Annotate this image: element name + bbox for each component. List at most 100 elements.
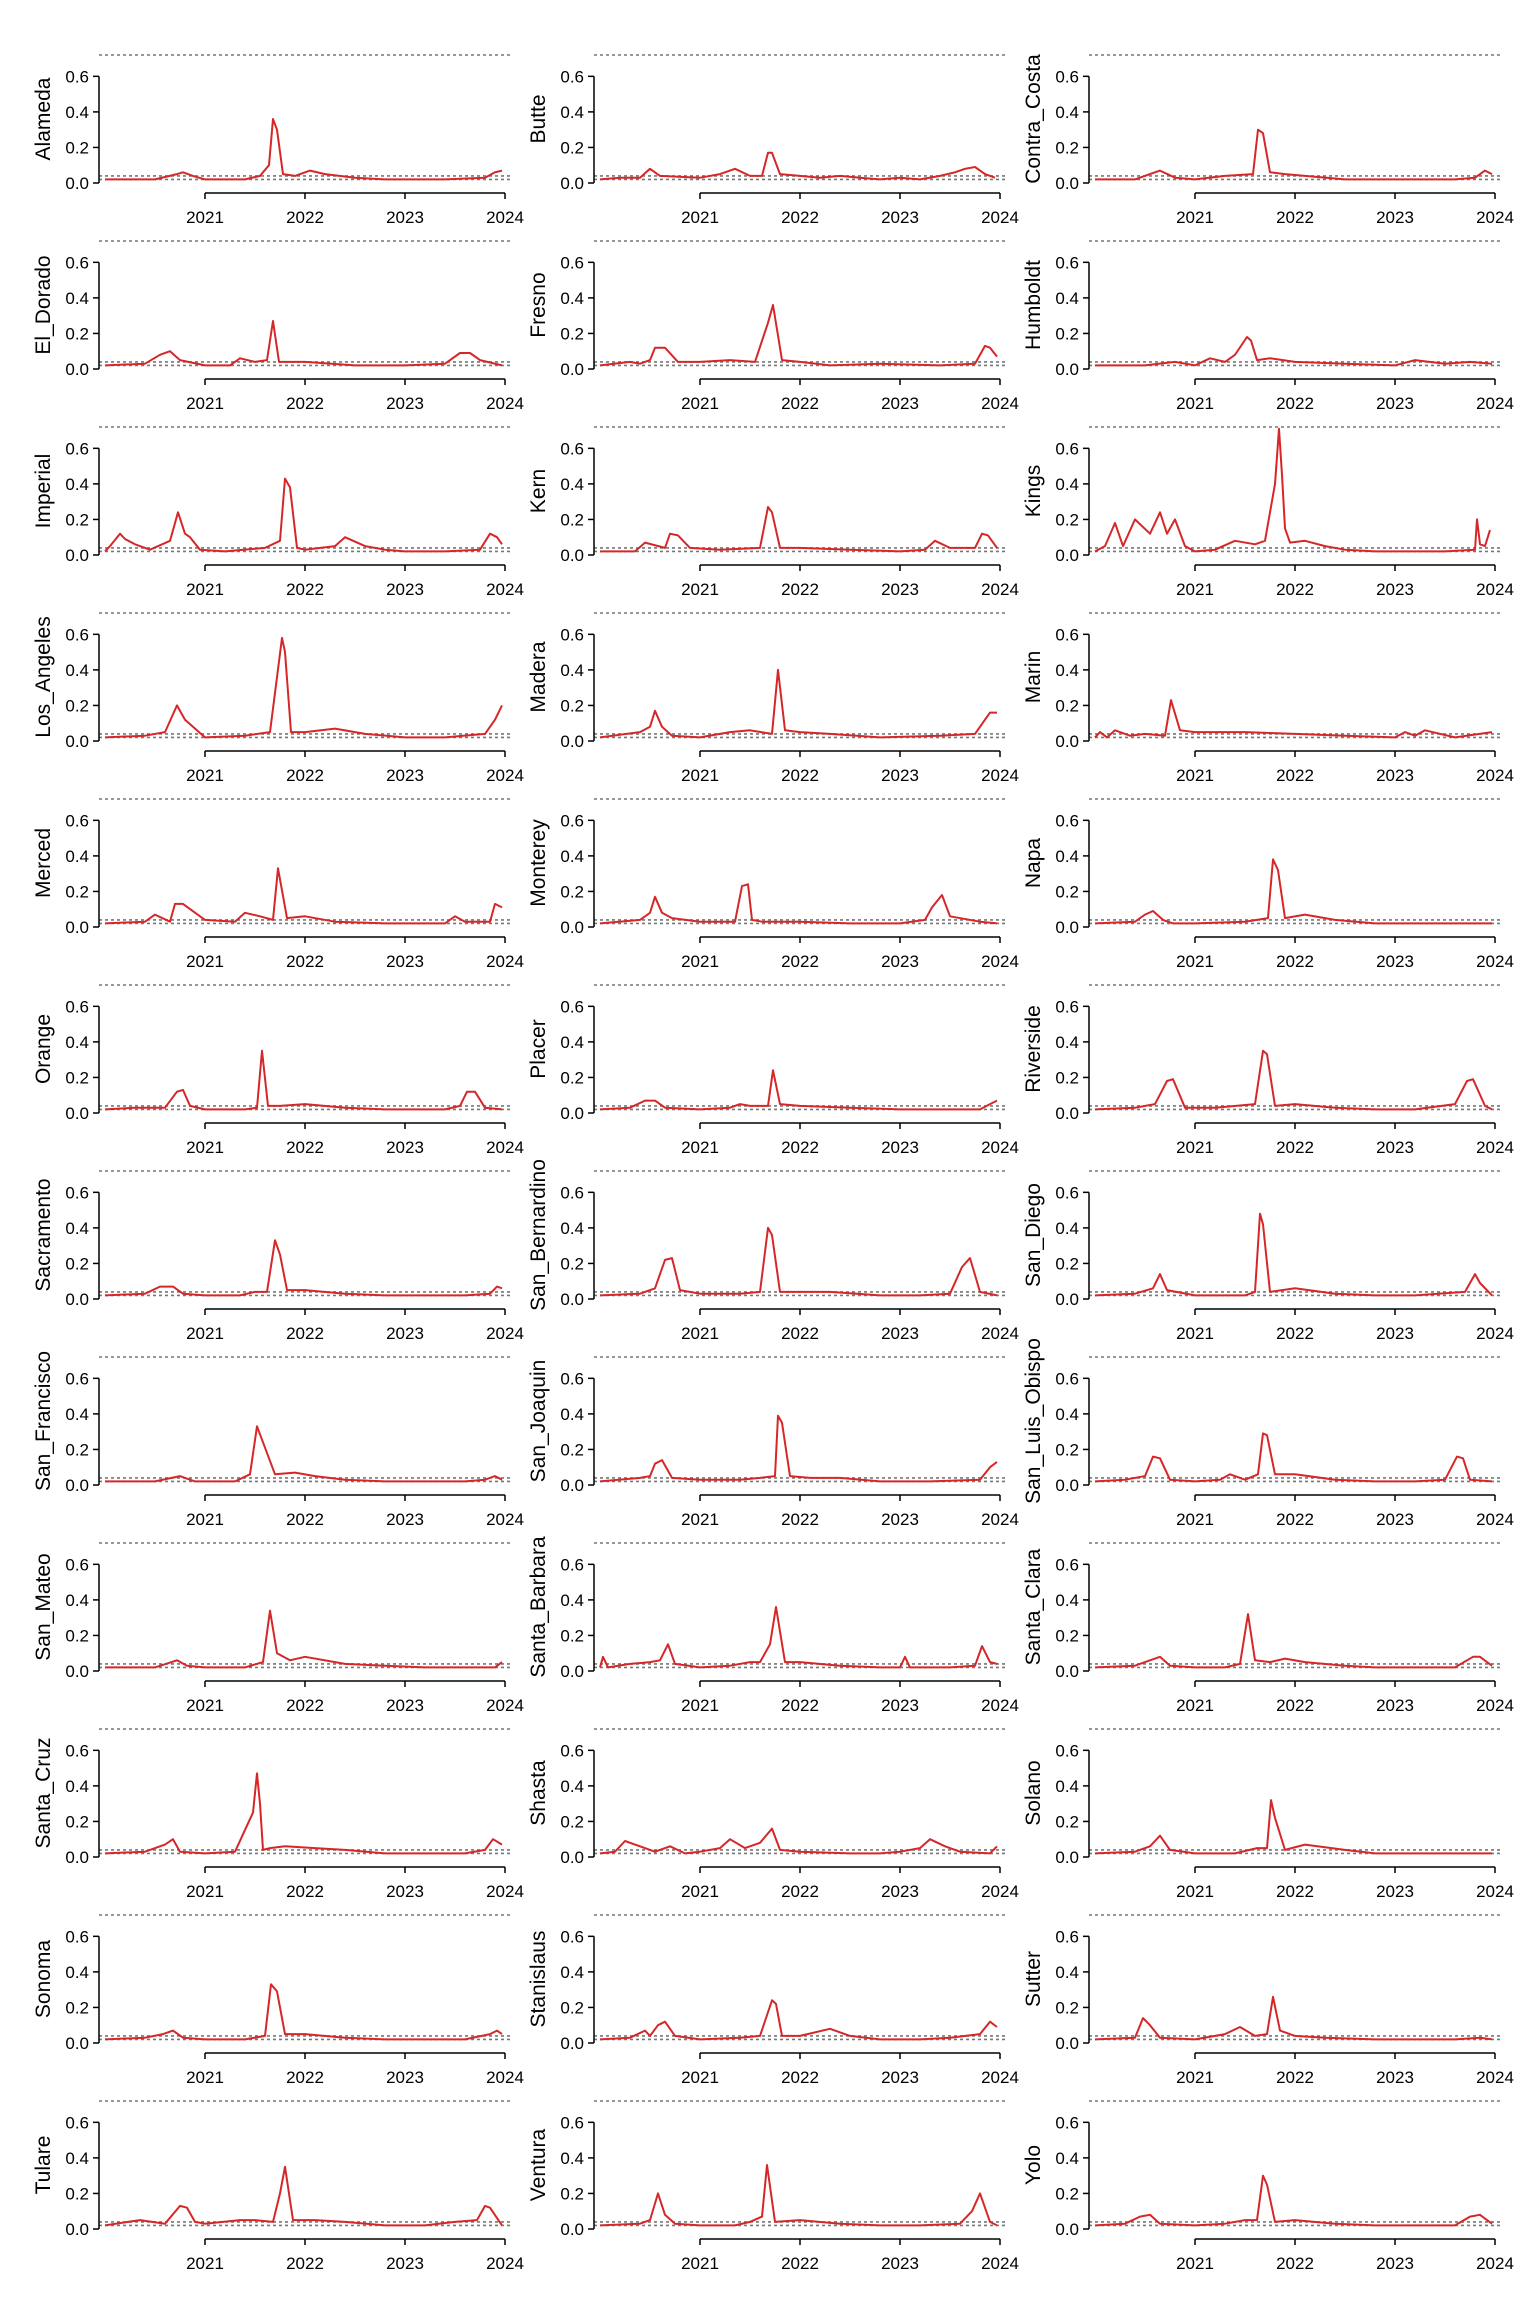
panel-title: Merced	[32, 828, 55, 898]
x-tick-label: 2024	[981, 394, 1019, 413]
x-tick-label: 2021	[186, 1882, 224, 1901]
x-tick-label: 2022	[286, 1882, 324, 1901]
series-line	[104, 1772, 503, 1855]
x-tick-label: 2024	[981, 1882, 1019, 1901]
panel-title: Tulare	[32, 2136, 55, 2195]
panel-title: Ventura	[527, 2128, 550, 2201]
y-tick-label: 0.6	[1055, 625, 1079, 644]
panel-title: San_Joaquin	[527, 1360, 550, 1483]
y-tick-label: 0.4	[1055, 1963, 1079, 1982]
x-tick-label: 2023	[881, 394, 919, 413]
y-tick-label: 0.6	[65, 253, 89, 272]
y-tick-label: 0.2	[1055, 1440, 1079, 1459]
y-tick-label: 0.6	[65, 439, 89, 458]
y-tick-label: 0.4	[560, 1219, 584, 1238]
y-tick-label: 0.0	[65, 2220, 89, 2239]
y-tick-label: 0.6	[560, 1369, 584, 1388]
x-tick-label: 2021	[1176, 1138, 1214, 1157]
y-tick-label: 0.0	[560, 1476, 584, 1495]
y-tick-label: 0.2	[560, 138, 584, 157]
panel-title: El_Dorado	[32, 255, 55, 354]
x-tick-label: 2023	[881, 1882, 919, 1901]
x-tick-label: 2021	[1176, 1324, 1214, 1343]
y-tick-label: 0.6	[65, 67, 89, 86]
x-tick-label: 2024	[486, 1324, 524, 1343]
x-tick-label: 2021	[681, 208, 719, 227]
x-tick-label: 2023	[1376, 1510, 1414, 1529]
y-tick-label: 0.2	[1055, 324, 1079, 343]
series-line	[105, 1425, 503, 1483]
y-tick-label: 0.0	[1055, 1848, 1079, 1867]
x-tick-label: 2024	[981, 2068, 1019, 2087]
x-tick-label: 2022	[1276, 208, 1314, 227]
panel-marin: Marin 0.0 0.2 0.4 0.6 2021 2022 2023 2024	[1022, 612, 1514, 785]
x-tick-label: 2024	[486, 766, 524, 785]
series-line	[1095, 128, 1493, 181]
y-tick-label: 0.2	[65, 138, 89, 157]
panel-title: Yolo	[1022, 2145, 1045, 2185]
panel-riverside: Riverside 0.0 0.2 0.4 0.6 2021 2022 2023 2024	[1022, 984, 1514, 1157]
series-line	[104, 1049, 503, 1111]
x-tick-label: 2022	[781, 580, 819, 599]
y-tick-label: 0.2	[1055, 2184, 1079, 2203]
y-tick-label: 0.6	[1055, 1183, 1079, 1202]
y-tick-label: 0.4	[560, 475, 584, 494]
x-tick-label: 2024	[1476, 952, 1514, 971]
panel-title: Madera	[527, 641, 550, 713]
x-tick-label: 2022	[1276, 394, 1314, 413]
x-tick-label: 2021	[681, 1324, 719, 1343]
series-line	[599, 1226, 998, 1297]
y-tick-label: 0.6	[1055, 253, 1079, 272]
panel-title: Sutter	[1022, 1951, 1045, 2007]
x-tick-label: 2023	[881, 2254, 919, 2273]
panel-title: Solano	[1022, 1760, 1045, 1825]
y-tick-label: 0.4	[65, 1591, 89, 1610]
series-line	[599, 2164, 998, 2227]
panel-santa-cruz: Santa_Cruz 0.0 0.2 0.4 0.6 2021 2022 2023 2024	[32, 1728, 524, 1901]
x-tick-label: 2022	[781, 1696, 819, 1715]
x-tick-label: 2024	[1476, 1696, 1514, 1715]
x-tick-label: 2024	[486, 2068, 524, 2087]
x-tick-label: 2021	[1176, 580, 1214, 599]
panel-butte: Butte 0.0 0.2 0.4 0.6 2021 2022 2023 2024	[527, 54, 1019, 227]
y-tick-label: 0.0	[65, 1476, 89, 1495]
x-tick-label: 2022	[781, 1138, 819, 1157]
y-tick-label: 0.6	[1055, 997, 1079, 1016]
panel-title: Napa	[1022, 838, 1045, 889]
panel-santa-barbara: Santa_Barbara 0.0 0.2 0.4 0.6 2021 2022 2023 202…	[527, 1536, 1019, 1715]
y-tick-label: 0.0	[560, 360, 584, 379]
panel-title: San_Luis_Obispo	[1022, 1338, 1045, 1504]
panel-title: Kings	[1022, 465, 1045, 518]
x-tick-label: 2023	[1376, 1138, 1414, 1157]
y-tick-label: 0.4	[1055, 1777, 1079, 1796]
y-tick-label: 0.0	[1055, 1476, 1079, 1495]
x-tick-label: 2022	[286, 394, 324, 413]
x-tick-label: 2021	[1176, 1510, 1214, 1529]
x-tick-label: 2024	[1476, 2068, 1514, 2087]
x-tick-label: 2021	[1176, 952, 1214, 971]
series-line	[104, 636, 503, 739]
y-tick-label: 0.4	[560, 289, 584, 308]
x-tick-label: 2024	[486, 394, 524, 413]
series-line	[599, 668, 997, 739]
y-tick-label: 0.4	[560, 847, 584, 866]
series-line	[1094, 699, 1493, 739]
y-tick-label: 0.4	[65, 103, 89, 122]
panel-placer: Placer 0.0 0.2 0.4 0.6 2021 2022 2023 2024	[527, 984, 1019, 1157]
panel-title: Los_Angeles	[32, 616, 55, 737]
y-tick-label: 0.4	[65, 1405, 89, 1424]
x-tick-label: 2022	[781, 952, 819, 971]
panel-los-angeles: Los_Angeles 0.0 0.2 0.4 0.6 2021 2022 2023 2024	[32, 612, 524, 785]
y-tick-label: 0.2	[560, 1812, 584, 1831]
y-tick-label: 0.4	[1055, 2149, 1079, 2168]
y-tick-label: 0.0	[65, 1662, 89, 1681]
x-tick-label: 2023	[1376, 2068, 1414, 2087]
y-tick-label: 0.4	[1055, 1591, 1079, 1610]
x-tick-label: 2021	[186, 1138, 224, 1157]
y-tick-label: 0.0	[65, 1104, 89, 1123]
x-tick-label: 2022	[781, 2254, 819, 2273]
x-tick-label: 2023	[386, 1882, 424, 1901]
series-line	[599, 1827, 998, 1855]
y-tick-label: 0.0	[65, 1848, 89, 1867]
